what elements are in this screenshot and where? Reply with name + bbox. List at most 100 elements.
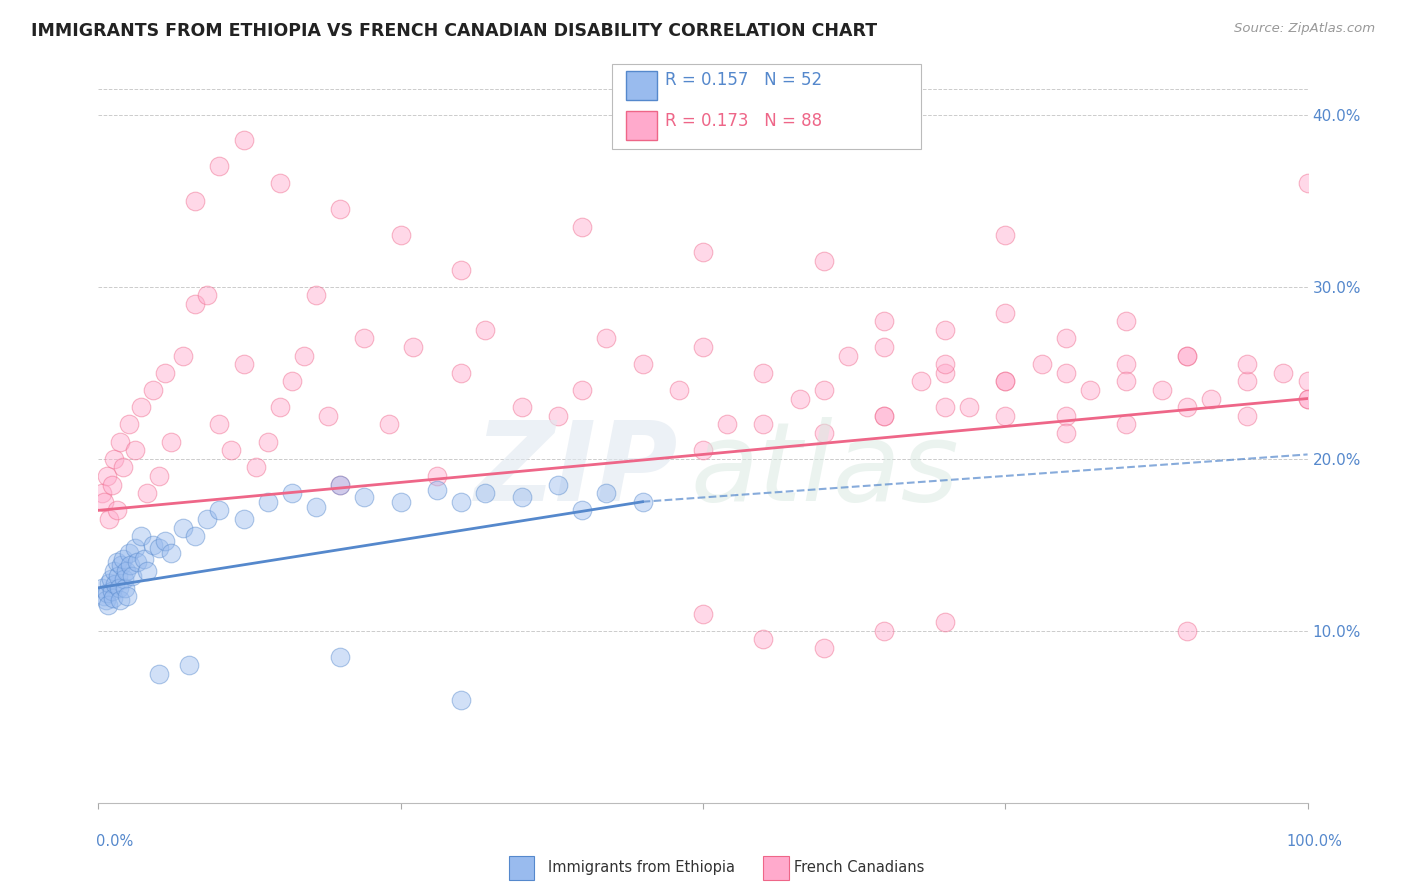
- Point: [221, 443, 243, 458]
- Point: [129, 529, 152, 543]
- Point: [316, 409, 339, 423]
- Point: [121, 568, 143, 582]
- Point: [100, 477, 122, 491]
- Point: [100, 572, 122, 586]
- Point: [195, 512, 218, 526]
- Point: [957, 400, 980, 414]
- Point: [789, 392, 811, 406]
- Point: [232, 357, 254, 371]
- Point: [98, 512, 121, 526]
- Point: [91, 486, 114, 500]
- Point: [153, 366, 176, 380]
- Point: [450, 692, 472, 706]
- Point: [595, 486, 617, 500]
- Point: [117, 590, 139, 604]
- Point: [547, 409, 569, 423]
- Point: [269, 177, 291, 191]
- Point: [1236, 375, 1258, 389]
- Point: [1115, 357, 1137, 371]
- Text: 0.0%: 0.0%: [96, 834, 132, 849]
- Point: [105, 503, 128, 517]
- Point: [115, 564, 138, 578]
- Point: [281, 375, 304, 389]
- Point: [994, 375, 1017, 389]
- Point: [692, 245, 714, 260]
- Point: [108, 592, 131, 607]
- Point: [716, 417, 738, 432]
- Point: [160, 546, 183, 560]
- Point: [172, 349, 194, 363]
- Point: [148, 541, 170, 556]
- Point: [631, 494, 654, 508]
- Point: [994, 409, 1017, 423]
- Point: [103, 564, 125, 578]
- Point: [752, 417, 775, 432]
- Point: [752, 366, 775, 380]
- Point: [96, 586, 118, 600]
- Text: ZIP: ZIP: [475, 417, 679, 524]
- Point: [450, 366, 472, 380]
- Point: [813, 383, 835, 397]
- Point: [135, 564, 157, 578]
- Point: [103, 451, 125, 466]
- Point: [1115, 417, 1137, 432]
- Text: R = 0.157   N = 52: R = 0.157 N = 52: [665, 71, 823, 89]
- Point: [172, 520, 194, 534]
- Point: [208, 417, 231, 432]
- Point: [1054, 331, 1077, 345]
- Point: [934, 323, 956, 337]
- Point: [232, 512, 254, 526]
- Point: [474, 486, 496, 500]
- Point: [547, 477, 569, 491]
- Point: [910, 375, 932, 389]
- Point: [208, 159, 231, 173]
- Point: [94, 592, 117, 607]
- Point: [96, 469, 118, 483]
- Point: [873, 624, 896, 638]
- Point: [124, 541, 146, 556]
- Point: [1054, 425, 1077, 440]
- Point: [1175, 349, 1198, 363]
- Point: [994, 375, 1017, 389]
- Point: [389, 228, 412, 243]
- Point: [195, 288, 218, 302]
- Point: [1115, 375, 1137, 389]
- Point: [292, 349, 315, 363]
- Point: [1115, 314, 1137, 328]
- Point: [107, 568, 129, 582]
- Point: [108, 581, 131, 595]
- Point: [127, 555, 149, 569]
- Point: [450, 262, 472, 277]
- Point: [402, 340, 425, 354]
- Point: [134, 551, 156, 566]
- Point: [1272, 366, 1295, 380]
- Point: [129, 400, 152, 414]
- Point: [873, 340, 896, 354]
- Point: [1199, 392, 1222, 406]
- Point: [179, 658, 201, 673]
- Point: [153, 534, 176, 549]
- Point: [142, 383, 165, 397]
- Point: [1078, 383, 1101, 397]
- Point: [329, 649, 352, 664]
- Point: [269, 400, 291, 414]
- Point: [426, 483, 449, 497]
- Point: [389, 494, 412, 508]
- Point: [184, 529, 207, 543]
- Point: [510, 490, 533, 504]
- Point: [571, 383, 593, 397]
- Point: [450, 494, 472, 508]
- Point: [1175, 624, 1198, 638]
- Point: [510, 400, 533, 414]
- Point: [110, 558, 132, 573]
- Point: [934, 615, 956, 630]
- Point: [135, 486, 157, 500]
- Point: [813, 253, 835, 268]
- Point: [148, 666, 170, 681]
- Point: [108, 434, 131, 449]
- Point: [256, 434, 278, 449]
- Point: [142, 538, 165, 552]
- Point: [305, 288, 328, 302]
- Point: [160, 434, 183, 449]
- Point: [631, 357, 654, 371]
